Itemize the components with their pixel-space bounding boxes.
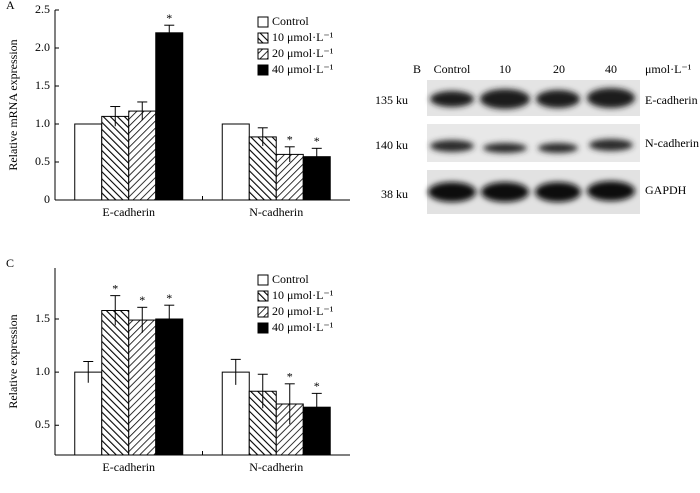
bar: [128, 319, 157, 456]
significance-mark: *: [166, 11, 172, 25]
error-bar: [311, 392, 322, 421]
legend-swatch: [257, 306, 269, 318]
significance-mark: *: [166, 291, 172, 305]
protein-label: N-cadherin: [645, 136, 699, 150]
y-axis-label: Relative expression: [6, 314, 20, 408]
legend-label: 20 μmol·L⁻¹: [272, 46, 334, 60]
legend-label: 10 μmol·L⁻¹: [272, 30, 334, 44]
y-tick-label: 0.5: [35, 417, 50, 431]
bands: [428, 181, 635, 202]
bar: [101, 115, 130, 201]
size-label: 38 ku: [381, 187, 408, 201]
bar: [248, 136, 277, 201]
significance-mark: *: [139, 293, 145, 307]
error-bar: [284, 146, 295, 162]
panel-letter: A: [6, 0, 15, 12]
error-bar: [83, 361, 94, 383]
protein-label: GAPDH: [645, 183, 687, 197]
y-tick-label: 1.0: [35, 116, 50, 130]
x-tick-label: E-cadherin: [102, 460, 155, 474]
error-bar: [110, 106, 121, 127]
y-tick-label: 1.5: [35, 78, 50, 92]
significance-mark: *: [287, 370, 293, 384]
y-tick-label: 1.5: [35, 311, 50, 325]
legend-label: Control: [272, 272, 309, 286]
error-bar: [137, 101, 148, 121]
panel-letter: C: [6, 256, 14, 270]
error-bar: [137, 306, 148, 333]
legend-swatch: [257, 322, 269, 334]
unit-label: μmol·L⁻¹: [645, 62, 692, 76]
bar: [221, 123, 250, 201]
lane-label: Control: [434, 62, 471, 76]
error-bar: [257, 373, 268, 409]
legend-swatch: [257, 32, 269, 44]
bands: [430, 88, 635, 109]
error-bar: [257, 127, 268, 147]
significance-mark: *: [287, 133, 293, 147]
x-tick-label: E-cadherin: [102, 205, 155, 219]
legend-label: 40 μmol·L⁻¹: [272, 320, 334, 334]
significance-mark: *: [314, 379, 320, 393]
panel-letter: B: [413, 62, 421, 76]
lane-label: 40: [605, 62, 617, 76]
legend-label: 20 μmol·L⁻¹: [272, 304, 334, 318]
error-bar: [110, 295, 121, 326]
blot-panel: B Control 10 20 40 μmol·L⁻¹ 135 ku 140 k…: [375, 62, 699, 214]
bar: [155, 32, 184, 201]
y-tick-label: 2.5: [35, 2, 50, 16]
legend-label: 40 μmol·L⁻¹: [272, 62, 334, 76]
significance-mark: *: [112, 281, 118, 295]
bar: [221, 371, 250, 456]
bar: [275, 403, 304, 456]
x-tick-label: N-cadherin: [249, 460, 303, 474]
legend-swatch: [257, 16, 269, 28]
legend-swatch: [257, 64, 269, 76]
bar: [74, 123, 103, 201]
y-tick-label: 2.0: [35, 40, 50, 54]
bar: [128, 110, 157, 201]
error-bar: [230, 358, 241, 385]
y-tick-label: 0: [44, 192, 50, 206]
size-label: 140 ku: [375, 138, 408, 152]
size-label: 135 ku: [375, 93, 408, 107]
bar: [74, 371, 103, 456]
legend-label: Control: [272, 14, 309, 28]
error-bar: [164, 24, 175, 41]
error-bar: [284, 383, 295, 425]
legend-swatch: [257, 274, 269, 286]
error-bar: [311, 147, 322, 166]
bar: [155, 318, 184, 456]
y-tick-label: 1.0: [35, 364, 50, 378]
lane-label: 10: [499, 62, 511, 76]
legend-swatch: [257, 290, 269, 302]
legend-label: 10 μmol·L⁻¹: [272, 288, 334, 302]
bar: [101, 310, 130, 456]
protein-label: E-cadherin: [645, 93, 698, 107]
y-tick-label: 0.5: [35, 154, 50, 168]
bands: [430, 139, 633, 153]
significance-mark: *: [314, 134, 320, 148]
y-axis-label: Relative mRNA expression: [6, 39, 20, 170]
legend-swatch: [257, 48, 269, 60]
error-bar: [164, 304, 175, 333]
x-tick-label: N-cadherin: [249, 205, 303, 219]
lane-label: 20: [553, 62, 565, 76]
